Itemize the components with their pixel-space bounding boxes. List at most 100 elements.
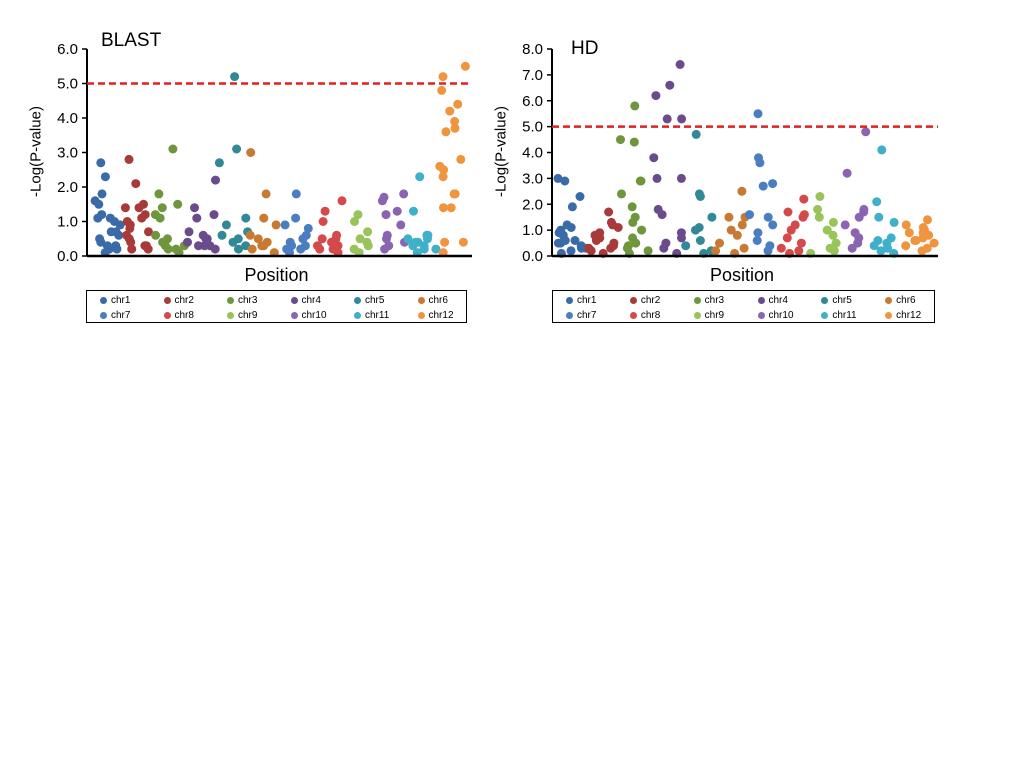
- data-point: [192, 213, 202, 223]
- series-chr7: [745, 109, 778, 256]
- data-point: [652, 173, 662, 183]
- data-point: [556, 238, 566, 248]
- legend-marker-icon: [757, 312, 765, 319]
- legend-item-chr8: chr8: [163, 310, 194, 321]
- legend-label: chr6: [428, 295, 448, 306]
- y-tick-label: 0.0: [522, 248, 543, 265]
- data-point: [876, 246, 886, 256]
- data-point: [910, 236, 920, 245]
- data-point: [350, 217, 359, 226]
- legend-label: chr12: [428, 310, 454, 321]
- data-point: [847, 243, 857, 253]
- legend-marker-icon: [566, 312, 573, 319]
- legend-marker-icon: [354, 297, 361, 304]
- series-chr3: [616, 101, 653, 258]
- data-point: [111, 227, 121, 237]
- data-point: [929, 238, 939, 248]
- data-point: [637, 225, 647, 235]
- legend-marker-icon: [163, 312, 171, 319]
- chart-title: HD: [571, 38, 599, 59]
- data-point: [100, 172, 110, 182]
- legend-item-chr11: chr11: [821, 310, 857, 321]
- legend-label: chr6: [896, 295, 916, 306]
- data-point: [566, 246, 576, 256]
- data-point: [201, 234, 211, 244]
- data-point: [604, 207, 614, 217]
- legend-marker-icon: [629, 297, 637, 304]
- data-point: [438, 72, 448, 82]
- data-point: [234, 244, 243, 254]
- legend-label: chr9: [238, 310, 258, 321]
- data-point: [317, 234, 327, 244]
- legend-label: chr4: [768, 295, 788, 306]
- data-point: [173, 199, 183, 209]
- legend-item-chr4: chr4: [290, 295, 321, 306]
- legend-label: chr11: [365, 310, 390, 321]
- legend-marker-icon: [693, 312, 701, 319]
- data-point: [190, 203, 199, 213]
- data-point: [649, 153, 659, 163]
- data-point: [331, 234, 341, 244]
- data-point: [291, 213, 301, 223]
- legend-item-chr7: chr7: [100, 310, 130, 321]
- legend-label: chr2: [640, 295, 661, 306]
- y-tick-label: 8.0: [522, 41, 543, 58]
- legend-item-chr1: chr1: [566, 295, 596, 306]
- data-point: [794, 246, 804, 256]
- legend-item-chr8: chr8: [629, 310, 660, 321]
- legend-marker-icon: [100, 312, 107, 319]
- legend-item-chr1: chr1: [100, 295, 130, 306]
- series-chr10: [377, 189, 409, 254]
- data-point: [630, 101, 640, 111]
- series-chr6: [711, 186, 750, 258]
- data-point: [163, 234, 172, 244]
- data-point: [901, 241, 911, 251]
- data-point: [665, 80, 675, 90]
- data-point: [431, 244, 441, 254]
- data-point: [96, 158, 106, 168]
- data-point: [194, 241, 203, 251]
- data-point: [333, 241, 343, 251]
- data-point: [318, 217, 328, 226]
- data-point: [755, 158, 765, 168]
- data-point: [815, 192, 825, 201]
- series-chr11: [869, 145, 899, 258]
- y-tick-label: 7.0: [522, 67, 543, 84]
- legend-label: chr10: [768, 310, 794, 321]
- legend-item-chr3: chr3: [227, 295, 257, 306]
- data-point: [575, 192, 585, 201]
- data-point: [315, 244, 325, 254]
- data-point: [813, 204, 823, 214]
- data-point: [567, 202, 577, 212]
- data-point: [874, 212, 884, 222]
- data-point: [154, 189, 164, 199]
- data-point: [691, 225, 700, 235]
- data-point: [396, 220, 406, 230]
- y-tick-label: 0.0: [57, 248, 78, 265]
- data-point: [651, 91, 661, 101]
- data-point: [115, 220, 125, 230]
- data-point: [786, 225, 796, 235]
- data-point: [247, 244, 257, 254]
- data-point: [382, 234, 391, 244]
- legend-label: chr3: [704, 295, 725, 306]
- data-point: [230, 72, 240, 82]
- y-tick-label: 1.0: [57, 214, 78, 231]
- legend-label: chr9: [704, 310, 725, 321]
- data-point: [627, 202, 637, 212]
- legend-label: chr5: [365, 295, 385, 306]
- data-point: [399, 189, 409, 199]
- series-chr4: [183, 175, 220, 254]
- data-point: [439, 203, 448, 213]
- data-point: [681, 241, 691, 251]
- legend-label: chr4: [301, 295, 321, 306]
- data-point: [232, 144, 242, 154]
- data-point: [609, 238, 619, 248]
- data-point: [450, 123, 460, 133]
- legend-item-chr12: chr12: [417, 310, 454, 321]
- data-point: [125, 223, 135, 233]
- series-chr7: [280, 189, 313, 258]
- legend-marker-icon: [885, 297, 893, 304]
- legend-marker-icon: [290, 297, 298, 304]
- data-point: [560, 176, 570, 186]
